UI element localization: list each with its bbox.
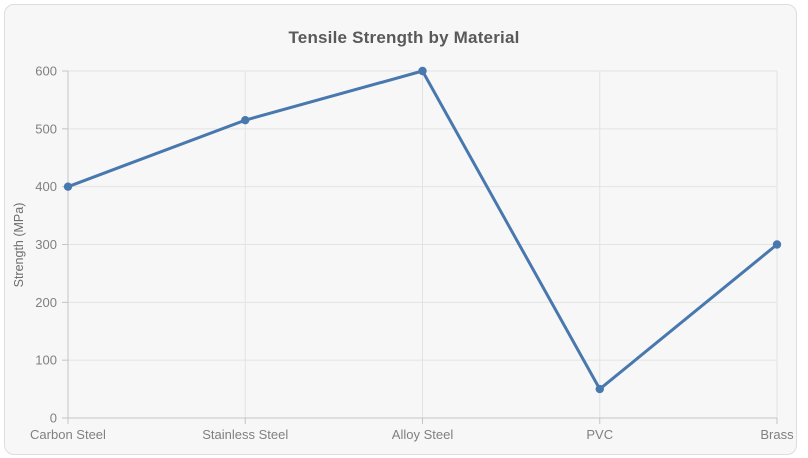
y-tick-label: 300 <box>35 237 57 252</box>
y-tick-label: 0 <box>50 411 57 426</box>
data-point[interactable] <box>63 182 73 191</box>
series-layer <box>63 66 782 394</box>
y-tick-label: 200 <box>35 295 57 310</box>
grid-layer <box>67 70 778 419</box>
x-tick-label: Alloy Steel <box>392 427 454 442</box>
y-tick-label: 500 <box>35 121 57 136</box>
x-tick-label: PVC <box>586 427 613 442</box>
x-tick-label: Stainless Steel <box>202 427 288 442</box>
chart-card <box>4 4 797 455</box>
label-layer: 0 100 200 300 400 500 600 Carbon Steel Stainless… <box>30 64 794 443</box>
axis-layer <box>62 70 778 424</box>
y-tick-label: 400 <box>35 179 57 194</box>
y-axis-title: Strength (MPa) <box>12 203 26 288</box>
chart-title: Tensile Strength by Material <box>288 28 520 47</box>
data-point[interactable] <box>595 384 604 394</box>
data-point[interactable] <box>772 240 782 249</box>
x-tick-label: Brass <box>760 427 794 442</box>
x-tick-label: Carbon Steel <box>30 427 106 442</box>
y-tick-label: 100 <box>35 353 57 368</box>
y-tick-label: 600 <box>35 64 57 79</box>
data-point[interactable] <box>241 115 250 125</box>
data-point[interactable] <box>418 66 427 76</box>
